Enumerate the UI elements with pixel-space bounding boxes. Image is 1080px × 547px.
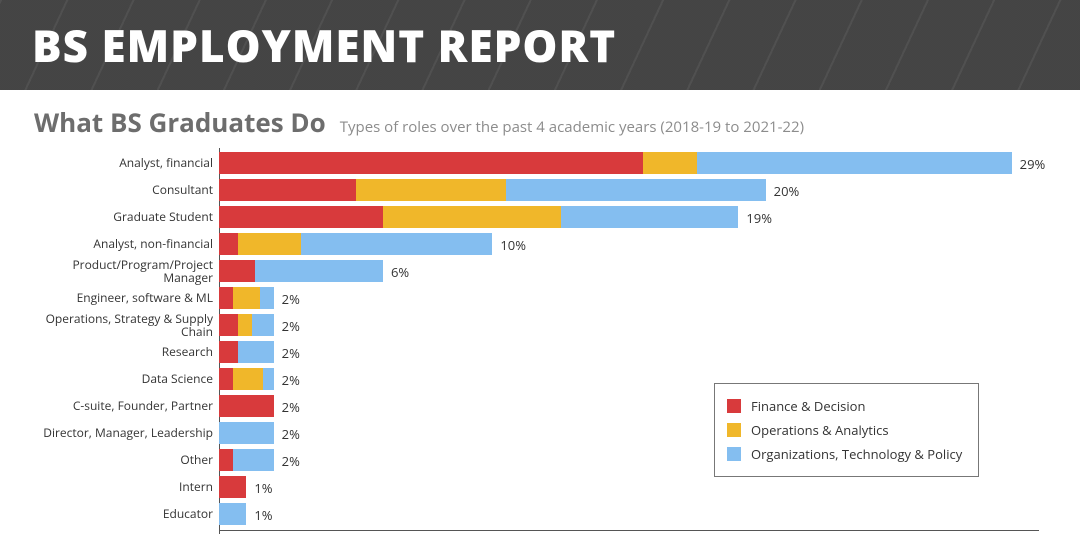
row-label: Research xyxy=(34,345,219,358)
bar-value-label: 2% xyxy=(282,317,300,335)
legend-item: Operations & Analytics xyxy=(727,418,962,442)
bar-row: Educator 1% xyxy=(34,503,1046,525)
bar-segment-orgtech xyxy=(506,179,766,201)
roles-stacked-bar-chart: Analyst, financial29%Consultant20%Gradua… xyxy=(34,148,1046,547)
bar-value-label: 2% xyxy=(282,452,300,470)
bar-row: Consultant 20% xyxy=(34,179,1046,201)
bar-segment-orgtech xyxy=(260,287,274,309)
bar-area: 1% xyxy=(219,503,1039,525)
bar-segment-ops xyxy=(233,287,260,309)
legend-item: Organizations, Technology & Policy xyxy=(727,442,962,466)
row-label: Data Science xyxy=(34,372,219,385)
bar-row: Intern 1% xyxy=(34,476,1046,498)
bar-value-label: 19% xyxy=(746,209,772,227)
bar-segment-ops xyxy=(238,233,301,255)
bar-segment-finance xyxy=(219,314,238,336)
legend-swatch xyxy=(727,423,741,437)
legend-label: Organizations, Technology & Policy xyxy=(751,442,962,466)
legend-label: Operations & Analytics xyxy=(751,418,889,442)
bar-segment-finance xyxy=(219,476,246,498)
bar-value-label: 1% xyxy=(254,506,272,524)
bar-segment-finance xyxy=(219,206,383,228)
bar-segment-finance xyxy=(219,341,238,363)
bar-segment-orgtech xyxy=(697,152,1011,174)
bar-segment-finance xyxy=(219,260,255,282)
row-label: Analyst, non-financial xyxy=(34,237,219,250)
bar-value-label: 2% xyxy=(282,290,300,308)
bar-segment-orgtech xyxy=(255,260,383,282)
row-label: Engineer, software & ML xyxy=(34,291,219,304)
row-label: Product/Program/Project Manager xyxy=(34,258,219,284)
bar-value-label: 2% xyxy=(282,344,300,362)
bar-row: Analyst, non-financial 10% xyxy=(34,233,1046,255)
legend-swatch xyxy=(727,447,741,461)
bar-segment-ops xyxy=(643,152,698,174)
bar-segment-orgtech xyxy=(301,233,492,255)
bar-value-label: 29% xyxy=(1020,155,1046,173)
row-label: Analyst, financial xyxy=(34,156,219,169)
bar-segment-finance xyxy=(219,152,643,174)
legend-swatch xyxy=(727,399,741,413)
row-label: Operations, Strategy & Supply Chain xyxy=(34,312,219,338)
bar-value-label: 10% xyxy=(500,236,526,254)
banner-title: BS EMPLOYMENT REPORT xyxy=(32,15,616,75)
bar-segment-orgtech xyxy=(219,503,246,525)
bar-area: 19% xyxy=(219,206,1039,228)
bar-segment-finance xyxy=(219,449,233,471)
bar-segment-orgtech xyxy=(233,449,274,471)
bar-value-label: 2% xyxy=(282,398,300,416)
bar-segment-orgtech xyxy=(252,314,274,336)
bar-area: 2% xyxy=(219,341,1039,363)
bar-value-label: 1% xyxy=(254,479,272,497)
section-title: What BS Graduates Do xyxy=(34,104,326,140)
bar-row: Engineer, software & ML 2% xyxy=(34,287,1046,309)
legend-label: Finance & Decision xyxy=(751,394,865,418)
bar-row: Product/Program/Project Manager 6% xyxy=(34,260,1046,282)
bar-value-label: 6% xyxy=(391,263,409,281)
legend-item: Finance & Decision xyxy=(727,394,962,418)
bar-row: Analyst, financial29% xyxy=(34,152,1046,174)
bar-area: 10% xyxy=(219,233,1039,255)
bar-area: 29% xyxy=(219,152,1039,174)
bar-value-label: 2% xyxy=(282,425,300,443)
row-label: Intern xyxy=(34,480,219,493)
bar-value-label: 2% xyxy=(282,371,300,389)
bar-area: 6% xyxy=(219,260,1039,282)
bar-value-label: 20% xyxy=(774,182,800,200)
chart-section: What BS Graduates Do Types of roles over… xyxy=(0,90,1080,547)
bar-segment-orgtech xyxy=(561,206,739,228)
row-label: Educator xyxy=(34,507,219,520)
section-header: What BS Graduates Do Types of roles over… xyxy=(34,104,1046,140)
row-label: Graduate Student xyxy=(34,210,219,223)
bar-segment-finance xyxy=(219,368,233,390)
bar-segment-orgtech xyxy=(219,422,274,444)
bar-area: 1% xyxy=(219,476,1039,498)
bar-segment-ops xyxy=(383,206,561,228)
bar-segment-finance xyxy=(219,287,233,309)
row-label: Director, Manager, Leadership xyxy=(34,426,219,439)
report-banner: BS EMPLOYMENT REPORT xyxy=(0,0,1080,90)
section-subtitle: Types of roles over the past 4 academic … xyxy=(340,117,804,137)
bar-area: 2% xyxy=(219,287,1039,309)
row-label: Other xyxy=(34,453,219,466)
bar-segment-orgtech xyxy=(238,341,274,363)
bar-row: Research 2% xyxy=(34,341,1046,363)
bar-segment-finance xyxy=(219,233,238,255)
row-label: Consultant xyxy=(34,183,219,196)
bar-row: Graduate Student 19% xyxy=(34,206,1046,228)
bar-segment-ops xyxy=(356,179,506,201)
bar-area: 2% xyxy=(219,314,1039,336)
bar-segment-orgtech xyxy=(263,368,274,390)
bar-segment-finance xyxy=(219,395,274,417)
x-axis xyxy=(219,530,1039,531)
legend: Finance & DecisionOperations & Analytics… xyxy=(714,383,979,477)
bar-segment-ops xyxy=(238,314,252,336)
bar-area: 20% xyxy=(219,179,1039,201)
row-label: C-suite, Founder, Partner xyxy=(34,399,219,412)
bar-row: Operations, Strategy & Supply Chain 2% xyxy=(34,314,1046,336)
bar-segment-ops xyxy=(233,368,263,390)
bar-segment-finance xyxy=(219,179,356,201)
